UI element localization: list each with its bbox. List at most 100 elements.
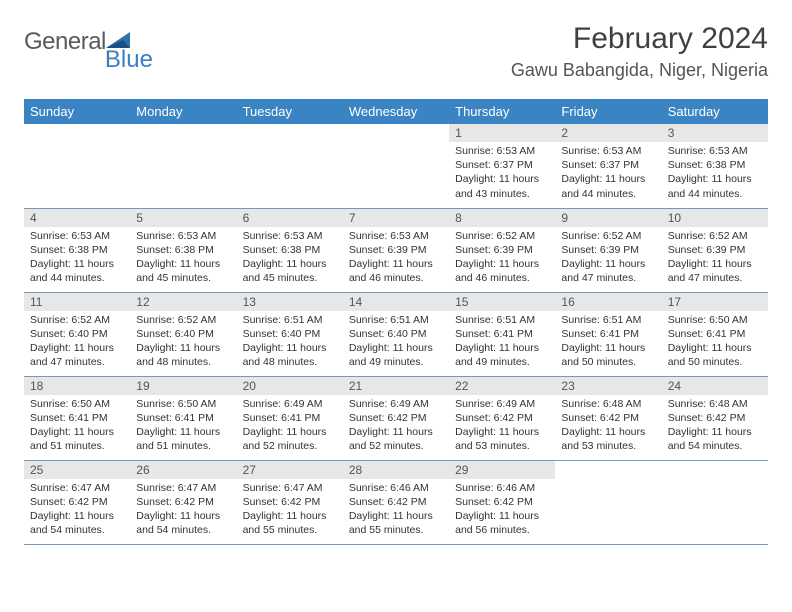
day-number: 16	[555, 293, 661, 311]
calendar-day-cell: 3Sunrise: 6:53 AMSunset: 6:38 PMDaylight…	[662, 124, 768, 208]
calendar-week-row: 18Sunrise: 6:50 AMSunset: 6:41 PMDayligh…	[24, 376, 768, 460]
day-details	[555, 479, 661, 499]
calendar-week-row: 11Sunrise: 6:52 AMSunset: 6:40 PMDayligh…	[24, 292, 768, 376]
calendar-day-cell: 18Sunrise: 6:50 AMSunset: 6:41 PMDayligh…	[24, 376, 130, 460]
calendar-day-cell: 1Sunrise: 6:53 AMSunset: 6:37 PMDaylight…	[449, 124, 555, 208]
day-number: 13	[237, 293, 343, 311]
weekday-header: Thursday	[449, 99, 555, 124]
calendar-day-cell: 23Sunrise: 6:48 AMSunset: 6:42 PMDayligh…	[555, 376, 661, 460]
calendar-week-row: 25Sunrise: 6:47 AMSunset: 6:42 PMDayligh…	[24, 460, 768, 544]
calendar-empty-cell	[130, 124, 236, 208]
calendar-day-cell: 25Sunrise: 6:47 AMSunset: 6:42 PMDayligh…	[24, 460, 130, 544]
month-title: February 2024	[511, 22, 768, 56]
day-number	[555, 461, 661, 479]
calendar-day-cell: 27Sunrise: 6:47 AMSunset: 6:42 PMDayligh…	[237, 460, 343, 544]
calendar-empty-cell	[662, 460, 768, 544]
day-number: 3	[662, 124, 768, 142]
calendar-day-cell: 7Sunrise: 6:53 AMSunset: 6:39 PMDaylight…	[343, 208, 449, 292]
calendar-day-cell: 10Sunrise: 6:52 AMSunset: 6:39 PMDayligh…	[662, 208, 768, 292]
calendar-empty-cell	[237, 124, 343, 208]
day-number: 9	[555, 209, 661, 227]
day-details: Sunrise: 6:48 AMSunset: 6:42 PMDaylight:…	[555, 395, 661, 458]
day-number	[343, 124, 449, 142]
day-details	[130, 142, 236, 162]
calendar-day-cell: 4Sunrise: 6:53 AMSunset: 6:38 PMDaylight…	[24, 208, 130, 292]
day-number: 10	[662, 209, 768, 227]
day-number: 12	[130, 293, 236, 311]
day-details	[662, 479, 768, 499]
calendar-day-cell: 29Sunrise: 6:46 AMSunset: 6:42 PMDayligh…	[449, 460, 555, 544]
day-details: Sunrise: 6:51 AMSunset: 6:40 PMDaylight:…	[343, 311, 449, 374]
day-number: 6	[237, 209, 343, 227]
weekday-header: Saturday	[662, 99, 768, 124]
location-subtitle: Gawu Babangida, Niger, Nigeria	[511, 60, 768, 81]
day-details: Sunrise: 6:52 AMSunset: 6:39 PMDaylight:…	[662, 227, 768, 290]
day-details: Sunrise: 6:46 AMSunset: 6:42 PMDaylight:…	[449, 479, 555, 542]
calendar-day-cell: 17Sunrise: 6:50 AMSunset: 6:41 PMDayligh…	[662, 292, 768, 376]
day-details: Sunrise: 6:53 AMSunset: 6:38 PMDaylight:…	[237, 227, 343, 290]
calendar-day-cell: 24Sunrise: 6:48 AMSunset: 6:42 PMDayligh…	[662, 376, 768, 460]
brand-logo: General Blue	[24, 22, 153, 74]
calendar-empty-cell	[555, 460, 661, 544]
calendar-day-cell: 13Sunrise: 6:51 AMSunset: 6:40 PMDayligh…	[237, 292, 343, 376]
calendar-day-cell: 20Sunrise: 6:49 AMSunset: 6:41 PMDayligh…	[237, 376, 343, 460]
calendar-day-cell: 5Sunrise: 6:53 AMSunset: 6:38 PMDaylight…	[130, 208, 236, 292]
day-details: Sunrise: 6:50 AMSunset: 6:41 PMDaylight:…	[130, 395, 236, 458]
day-details: Sunrise: 6:47 AMSunset: 6:42 PMDaylight:…	[24, 479, 130, 542]
day-number: 21	[343, 377, 449, 395]
calendar-week-row: 4 Sunrise: 6:53 AMSunset: 6:38 PMDaylight…	[24, 208, 768, 292]
weekday-header: Tuesday	[237, 99, 343, 124]
day-number: 18	[24, 377, 130, 395]
day-number: 27	[237, 461, 343, 479]
day-details: Sunrise: 6:52 AMSunset: 6:39 PMDaylight:…	[449, 227, 555, 290]
weekday-header: Sunday	[24, 99, 130, 124]
day-details: Sunrise: 6:46 AMSunset: 6:42 PMDaylight:…	[343, 479, 449, 542]
calendar-header-row: SundayMondayTuesdayWednesdayThursdayFrid…	[24, 99, 768, 124]
day-number: 8	[449, 209, 555, 227]
day-number: 4	[24, 209, 130, 227]
day-details: Sunrise: 6:52 AMSunset: 6:40 PMDaylight:…	[24, 311, 130, 374]
calendar-table: SundayMondayTuesdayWednesdayThursdayFrid…	[24, 99, 768, 545]
day-details: Sunrise: 6:49 AMSunset: 6:42 PMDaylight:…	[449, 395, 555, 458]
day-number: 19	[130, 377, 236, 395]
calendar-week-row: 1Sunrise: 6:53 AMSunset: 6:37 PMDaylight…	[24, 124, 768, 208]
day-number: 14	[343, 293, 449, 311]
day-details: Sunrise: 6:53 AMSunset: 6:38 PMDaylight:…	[662, 142, 768, 205]
day-details: Sunrise: 6:49 AMSunset: 6:42 PMDaylight:…	[343, 395, 449, 458]
day-number: 22	[449, 377, 555, 395]
brand-part1: General	[24, 28, 106, 56]
calendar-day-cell: 14Sunrise: 6:51 AMSunset: 6:40 PMDayligh…	[343, 292, 449, 376]
day-details: Sunrise: 6:51 AMSunset: 6:41 PMDaylight:…	[449, 311, 555, 374]
calendar-empty-cell	[343, 124, 449, 208]
brand-part2: Blue	[105, 46, 153, 74]
weekday-header: Monday	[130, 99, 236, 124]
day-details	[343, 142, 449, 162]
calendar-day-cell: 15Sunrise: 6:51 AMSunset: 6:41 PMDayligh…	[449, 292, 555, 376]
day-details: Sunrise: 6:51 AMSunset: 6:40 PMDaylight:…	[237, 311, 343, 374]
day-number: 29	[449, 461, 555, 479]
day-number: 1	[449, 124, 555, 142]
day-number: 17	[662, 293, 768, 311]
day-number: 25	[24, 461, 130, 479]
header: General Blue February 2024 Gawu Babangid…	[24, 22, 768, 81]
day-details	[24, 142, 130, 162]
weekday-header: Wednesday	[343, 99, 449, 124]
day-number: 24	[662, 377, 768, 395]
day-number	[662, 461, 768, 479]
day-number	[237, 124, 343, 142]
calendar-day-cell: 9Sunrise: 6:52 AMSunset: 6:39 PMDaylight…	[555, 208, 661, 292]
calendar-day-cell: 2Sunrise: 6:53 AMSunset: 6:37 PMDaylight…	[555, 124, 661, 208]
calendar-page: General Blue February 2024 Gawu Babangid…	[0, 0, 792, 555]
day-number: 26	[130, 461, 236, 479]
calendar-day-cell: 8Sunrise: 6:52 AMSunset: 6:39 PMDaylight…	[449, 208, 555, 292]
calendar-empty-cell	[24, 124, 130, 208]
day-number: 2	[555, 124, 661, 142]
calendar-day-cell: 12Sunrise: 6:52 AMSunset: 6:40 PMDayligh…	[130, 292, 236, 376]
day-details: Sunrise: 6:52 AMSunset: 6:39 PMDaylight:…	[555, 227, 661, 290]
day-number	[24, 124, 130, 142]
day-details: Sunrise: 6:50 AMSunset: 6:41 PMDaylight:…	[24, 395, 130, 458]
calendar-day-cell: 21Sunrise: 6:49 AMSunset: 6:42 PMDayligh…	[343, 376, 449, 460]
day-number: 23	[555, 377, 661, 395]
day-number: 11	[24, 293, 130, 311]
day-details: Sunrise: 6:47 AMSunset: 6:42 PMDaylight:…	[130, 479, 236, 542]
